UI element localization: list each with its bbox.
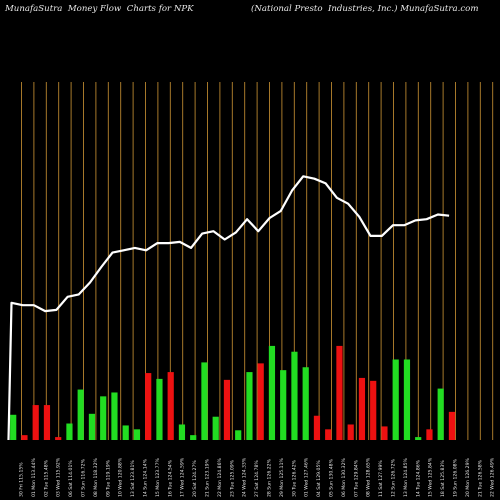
x-tick-label: 29 Mon 125.11% [279, 457, 285, 497]
inflow-bar [392, 359, 399, 440]
x-tick-label: 01 Wed 127.46% [304, 457, 310, 497]
x-tick-label: 19 Sun 126.08% [453, 458, 459, 497]
inflow-bar [88, 413, 96, 440]
outflow-bar [448, 411, 456, 440]
x-tick-label: 23 Tue 125.09% [229, 459, 235, 497]
x-tick-label: 14 Sun 124.14% [143, 458, 149, 497]
inflow-bar [201, 362, 208, 440]
inflow-bar [156, 378, 163, 440]
x-tick-label: 03 Wed 115.92% [56, 457, 62, 497]
outflow-bar [358, 377, 366, 440]
outflow-bar [21, 435, 28, 440]
inflow-bar [122, 425, 129, 440]
x-tick-label: 05 Sun 130.48% [329, 458, 335, 497]
price-line-group [7, 175, 450, 441]
x-tick-label: 14 Tue 124.86% [415, 459, 421, 497]
x-tick-label: 16 Tue 124.54% [167, 459, 173, 497]
inflow-bar [415, 437, 422, 440]
outflow-bar [223, 379, 231, 440]
inflow-bar [77, 389, 84, 440]
inflow-bar [403, 359, 411, 440]
gridlines [21, 82, 494, 440]
x-tick-label: 28 Sun 126.22% [267, 458, 273, 497]
inflow-bar [111, 392, 118, 440]
outflow-bar [347, 424, 354, 440]
x-tick-label: 30 Fri 115.15% [19, 462, 25, 497]
x-tick-label: 22 Mon 124.86% [217, 457, 223, 497]
x-tick-label: 17 Wed 124.59% [180, 457, 186, 497]
outflow-bar [370, 380, 377, 440]
outflow-bar [257, 363, 264, 440]
x-tick-label: 10 Wed 120.88% [118, 457, 124, 497]
outflow-bar [55, 437, 62, 440]
inflow-bar [280, 370, 287, 440]
x-tick-label: 06 Sat 114.01% [68, 460, 74, 497]
money-flow-bars [10, 345, 456, 440]
outflow-bar [43, 405, 51, 440]
x-tick-label: 11 Sat 127.99% [378, 460, 384, 497]
outflow-bar [426, 429, 433, 440]
x-tick-label: 18 Sat 125.83% [440, 460, 446, 497]
inflow-bar [66, 423, 73, 440]
inflow-bar [302, 367, 309, 440]
chart-title-left: MunafaSutra Money Flow Charts for NPK [5, 4, 194, 14]
inflow-bar [268, 345, 276, 440]
outflow-bar [325, 429, 332, 440]
x-tick-label: 30 Tue 126.42% [291, 459, 297, 497]
x-tick-label: 07 Sun 116.72% [81, 458, 87, 497]
x-tick-label: 20 Mon 126.29% [465, 457, 471, 497]
outflow-bar [381, 426, 388, 440]
outflow-bar [313, 415, 321, 440]
outflow-bar [336, 345, 343, 440]
x-tick-label: 20 Sat 124.27% [192, 460, 198, 497]
inflow-bar [212, 416, 219, 440]
x-tick-label: 07 Tue 129.84% [353, 459, 359, 497]
x-tick-label: 01 Mon 113.44% [31, 457, 37, 497]
inflow-bar [437, 388, 444, 440]
x-tick-label: 27 Sat 124.78% [254, 460, 260, 497]
x-tick-label: 02 Tue 115.48% [43, 459, 49, 497]
x-axis-labels: 30 Fri 115.15% 01 Mon 113.44% 02 Tue 115.4… [19, 457, 496, 497]
inflow-bar [291, 351, 298, 440]
x-tick-label: 04 Sat 129.05% [316, 460, 322, 497]
inflow-bar [10, 414, 17, 440]
x-tick-label: 06 Mon 130.32% [341, 457, 347, 497]
x-tick-label: 15 Mon 123.77% [155, 457, 161, 497]
inflow-bar [246, 372, 253, 440]
price-line [7, 175, 450, 441]
outflow-bar [167, 372, 174, 440]
outflow-bar [32, 405, 39, 440]
x-tick-label: 12 Sun 126.72% [391, 458, 397, 497]
inflow-bar [100, 396, 107, 440]
inflow-bar [235, 430, 242, 440]
inflow-bar [190, 435, 197, 440]
outflow-bar [145, 373, 152, 440]
chart-title-right: (National Presto Industries, Inc.) Munaf… [251, 4, 479, 14]
x-tick-label: 08 Mon 118.32% [93, 457, 99, 497]
x-tick-label: 13 Sat 123.81% [130, 460, 136, 497]
x-tick-label: 22 Wed 126.49% [490, 457, 496, 497]
x-tick-label: 24 Wed 124.33% [242, 457, 248, 497]
x-tick-label: 13 Mon 124.85% [403, 457, 409, 497]
x-tick-label: 15 Wed 125.84% [428, 457, 434, 497]
x-tick-label: 08 Wed 128.65% [366, 457, 372, 497]
inflow-bar [178, 424, 186, 440]
x-tick-label: 21 Tue 126.58% [477, 459, 483, 497]
x-tick-label: 09 Tue 119.19% [105, 459, 111, 497]
x-tick-label: 21 Sun 123.19% [205, 458, 211, 497]
inflow-bar [133, 429, 141, 440]
